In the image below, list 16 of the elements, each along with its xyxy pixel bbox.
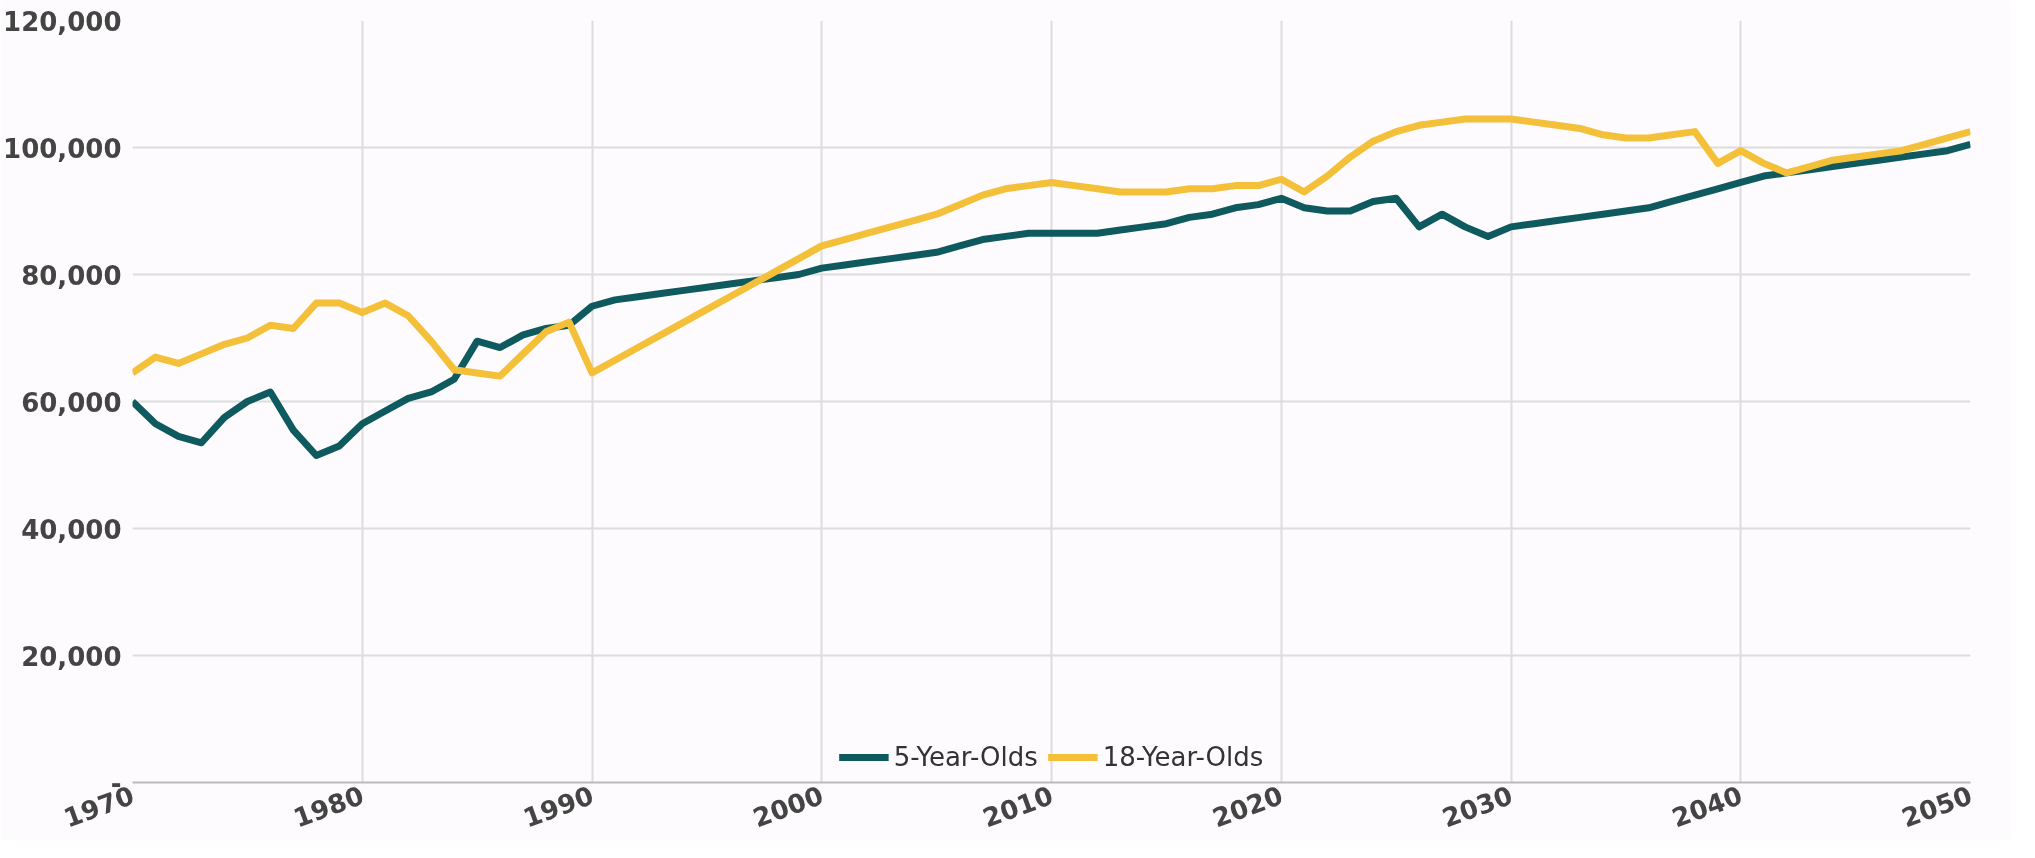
y-tick-label: 60,000 (21, 387, 122, 418)
x-tick-label: 1980 (289, 780, 368, 834)
y-tick-label: 120,000 (3, 6, 122, 37)
x-tick-label: 2010 (978, 780, 1057, 834)
x-tick-label: 2000 (748, 780, 828, 834)
y-tick-label: 100,000 (3, 133, 122, 164)
x-tick-label: 2040 (1667, 780, 1747, 834)
y-tick-label: 40,000 (21, 514, 122, 545)
y-tick-label: 80,000 (21, 260, 122, 291)
x-tick-label: 2030 (1438, 780, 1517, 834)
y-tick-label: 20,000 (21, 641, 122, 672)
x-tick-label: 1990 (519, 780, 598, 834)
x-tick-label: 2020 (1208, 780, 1287, 834)
legend-label: 18-Year-Olds (1102, 742, 1264, 772)
legend-label: 5-Year-Olds (893, 742, 1038, 772)
x-tick-label: 2050 (1897, 780, 1976, 834)
